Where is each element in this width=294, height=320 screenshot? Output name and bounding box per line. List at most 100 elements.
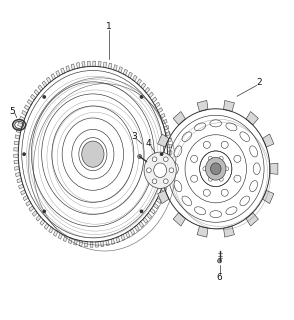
Polygon shape [19,116,25,121]
Text: 4: 4 [146,140,151,148]
Polygon shape [223,226,234,237]
Polygon shape [246,111,258,125]
Polygon shape [197,100,208,112]
Circle shape [234,175,241,182]
Text: 1: 1 [106,22,112,31]
Polygon shape [17,178,22,183]
Polygon shape [132,75,137,81]
Polygon shape [139,221,144,228]
Ellipse shape [210,120,222,127]
Polygon shape [223,100,234,112]
Polygon shape [263,134,274,147]
Polygon shape [38,85,43,91]
Polygon shape [14,141,19,145]
Polygon shape [135,225,139,231]
Polygon shape [137,79,142,85]
Polygon shape [152,97,157,102]
Polygon shape [128,72,132,78]
Polygon shape [79,241,83,246]
Polygon shape [166,169,171,173]
Circle shape [221,189,228,196]
Circle shape [147,168,151,172]
Polygon shape [163,181,168,186]
Polygon shape [197,226,208,237]
Polygon shape [26,201,31,206]
Polygon shape [14,166,19,170]
Polygon shape [130,228,135,235]
Polygon shape [121,234,125,240]
Polygon shape [158,134,169,147]
Polygon shape [111,238,115,244]
Polygon shape [74,239,77,245]
Polygon shape [145,87,150,93]
Ellipse shape [182,132,192,141]
Polygon shape [44,223,49,229]
Polygon shape [32,211,37,216]
Polygon shape [173,111,186,125]
Polygon shape [150,208,155,214]
Polygon shape [46,77,51,83]
Circle shape [203,167,207,171]
Polygon shape [63,236,67,242]
Polygon shape [98,61,101,67]
Polygon shape [69,238,72,244]
Polygon shape [29,206,34,212]
Polygon shape [40,220,45,225]
Polygon shape [106,240,109,246]
Polygon shape [168,151,172,154]
Polygon shape [31,94,36,100]
Polygon shape [23,195,28,201]
Polygon shape [156,198,161,204]
Polygon shape [166,138,171,142]
Polygon shape [14,148,19,151]
Circle shape [203,189,210,196]
Polygon shape [49,227,53,233]
Circle shape [152,179,157,184]
Text: 2: 2 [257,78,263,87]
Circle shape [219,177,223,181]
Circle shape [169,168,174,172]
Ellipse shape [195,207,206,215]
Ellipse shape [144,152,176,188]
Circle shape [43,210,45,212]
Polygon shape [66,66,70,72]
Circle shape [219,156,223,160]
Circle shape [208,177,212,181]
Polygon shape [113,65,117,71]
Ellipse shape [174,180,182,192]
Polygon shape [246,212,258,226]
Circle shape [208,156,212,160]
Polygon shape [126,232,130,238]
Circle shape [191,155,198,162]
Polygon shape [19,184,24,189]
Circle shape [234,155,241,162]
Polygon shape [263,190,274,204]
Polygon shape [16,172,21,177]
Circle shape [161,153,163,155]
Ellipse shape [211,163,221,175]
Polygon shape [93,61,96,67]
Ellipse shape [154,163,167,178]
Polygon shape [103,62,107,68]
Text: 5: 5 [9,107,15,116]
Circle shape [23,153,25,155]
Polygon shape [87,61,90,67]
Ellipse shape [240,132,250,141]
Polygon shape [158,190,169,204]
Polygon shape [116,236,120,243]
Polygon shape [165,132,170,136]
Polygon shape [96,242,98,247]
Circle shape [43,96,45,98]
Polygon shape [108,63,112,69]
Text: 3: 3 [131,132,137,141]
Polygon shape [164,125,169,130]
Ellipse shape [195,123,206,131]
Polygon shape [154,163,162,174]
Circle shape [152,157,157,162]
Circle shape [225,167,229,171]
Ellipse shape [171,163,178,175]
Polygon shape [165,175,170,180]
Polygon shape [155,102,160,108]
Ellipse shape [250,146,258,157]
Polygon shape [34,90,39,95]
